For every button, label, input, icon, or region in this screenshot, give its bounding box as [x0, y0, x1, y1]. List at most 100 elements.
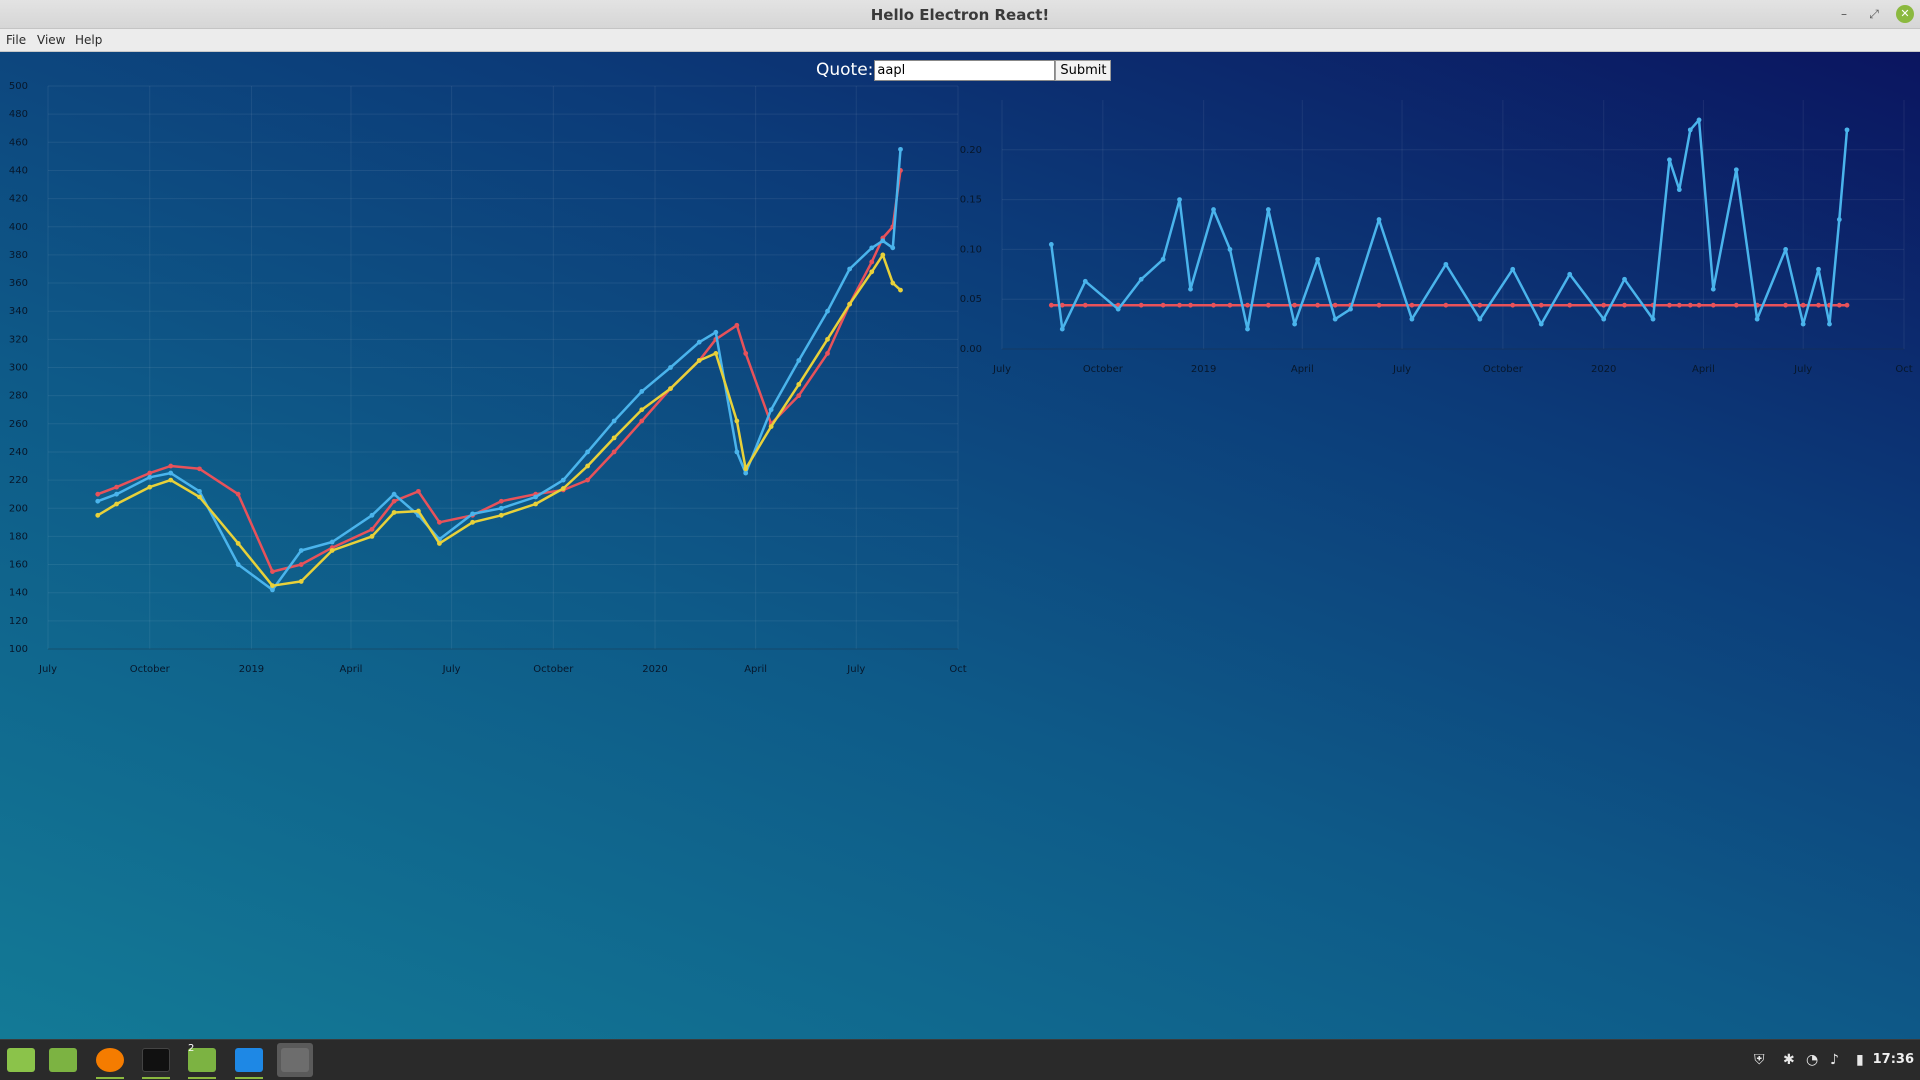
data-point: [95, 498, 101, 504]
taskbar-folder[interactable]: [45, 1043, 81, 1077]
data-point: [1816, 266, 1821, 272]
data-point: [95, 512, 101, 518]
data-point: [1622, 276, 1627, 282]
data-point: [890, 245, 896, 251]
y-tick-label: 340: [9, 306, 28, 317]
window-titlebar: Hello Electron React! – ⤢ ✕: [0, 0, 1920, 29]
data-point: [1844, 127, 1850, 133]
data-point: [533, 494, 539, 500]
quote-input[interactable]: [874, 59, 1056, 81]
data-point: [1477, 316, 1483, 322]
series-1: [95, 168, 903, 574]
data-point: [1245, 326, 1250, 332]
data-point: [168, 470, 174, 476]
battery-icon[interactable]: ▮: [1856, 1052, 1864, 1068]
data-point: [95, 491, 101, 497]
y-tick-label: 180: [9, 531, 28, 542]
y-tick-label: 0.20: [960, 145, 982, 156]
y-tick-label: 460: [9, 137, 28, 148]
series-2: [1048, 117, 1850, 332]
data-point: [713, 329, 719, 335]
data-point: [1667, 157, 1672, 163]
data-point: [847, 266, 853, 272]
data-point: [114, 484, 119, 490]
data-point: [1687, 127, 1693, 133]
data-point: [869, 245, 875, 251]
menu-view[interactable]: View: [37, 33, 66, 47]
data-point: [1754, 316, 1760, 322]
data-point: [611, 435, 617, 441]
x-tick-label: April: [1291, 364, 1314, 375]
data-point: [1710, 302, 1716, 308]
data-point: [1332, 302, 1338, 308]
data-point: [1245, 302, 1250, 308]
data-point: [369, 512, 375, 518]
data-point: [1082, 278, 1088, 284]
taskbar-firefox[interactable]: [92, 1043, 128, 1079]
menu-file[interactable]: File: [6, 33, 27, 47]
y-tick-label: 500: [9, 81, 28, 92]
data-point: [743, 351, 749, 356]
data-point: [1443, 261, 1449, 267]
data-point: [585, 449, 590, 455]
data-point: [796, 381, 802, 387]
y-tick-label: 480: [9, 109, 28, 120]
data-point: [1059, 302, 1065, 308]
clock[interactable]: 17:36: [1872, 1052, 1914, 1067]
data-point: [1160, 302, 1166, 308]
data-point: [470, 511, 475, 517]
series-2: [95, 146, 903, 593]
data-point: [611, 418, 617, 424]
data-point: [1227, 302, 1233, 308]
y-tick-label: 360: [9, 278, 28, 289]
data-point: [270, 569, 275, 574]
taskbar: 2 ⛨ ✱ ◔ ♪ ▮ 17:36: [0, 1039, 1920, 1080]
y-tick-label: 0.15: [960, 195, 982, 206]
wifi-icon[interactable]: ◔: [1806, 1052, 1819, 1068]
data-point: [437, 519, 442, 525]
data-point: [1800, 302, 1806, 308]
data-point: [470, 519, 475, 525]
taskbar-terminal[interactable]: [138, 1043, 174, 1079]
taskbar-vscode[interactable]: [231, 1043, 267, 1079]
y-tick-label: 400: [9, 222, 28, 233]
data-point: [1510, 302, 1516, 308]
y-tick-label: 0.05: [960, 294, 982, 305]
y-tick-label: 120: [9, 616, 28, 627]
data-point: [898, 146, 903, 152]
data-point: [1265, 207, 1271, 212]
series-line: [1050, 118, 1849, 331]
data-point: [585, 463, 590, 469]
data-point: [869, 259, 875, 265]
taskbar-active-window[interactable]: [277, 1043, 313, 1077]
volume-icon[interactable]: ♪: [1830, 1052, 1839, 1068]
data-point: [1348, 306, 1353, 312]
data-point: [498, 512, 504, 518]
series-3: [95, 252, 903, 589]
data-point: [890, 280, 896, 286]
close-button[interactable]: ✕: [1896, 5, 1914, 23]
submit-button[interactable]: Submit: [1055, 59, 1112, 81]
minimize-button[interactable]: –: [1841, 7, 1847, 21]
data-point: [560, 486, 566, 491]
x-tick-label: April: [744, 664, 767, 675]
data-point: [734, 322, 740, 328]
bluetooth-icon[interactable]: ✱: [1783, 1052, 1795, 1068]
data-point: [416, 508, 421, 514]
data-point: [1538, 302, 1544, 308]
data-point: [1650, 316, 1656, 322]
data-point: [197, 466, 202, 472]
maximize-button[interactable]: ⤢: [1869, 7, 1879, 21]
charts-canvas: 100 120 140 160 180 200 220 240 260 280 300 320 340 3…: [9, 81, 1913, 675]
data-point: [391, 491, 397, 497]
series-line: [97, 149, 902, 592]
mint-menu-button[interactable]: [3, 1043, 39, 1077]
x-tick-label: October: [1083, 364, 1124, 375]
menu-help[interactable]: Help: [75, 33, 103, 47]
taskbar-files[interactable]: 2: [184, 1043, 220, 1079]
data-point: [1844, 302, 1850, 308]
data-point: [114, 501, 119, 507]
data-point: [1048, 242, 1054, 247]
shield-icon[interactable]: ⛨: [1754, 1052, 1765, 1068]
data-point: [270, 583, 275, 589]
